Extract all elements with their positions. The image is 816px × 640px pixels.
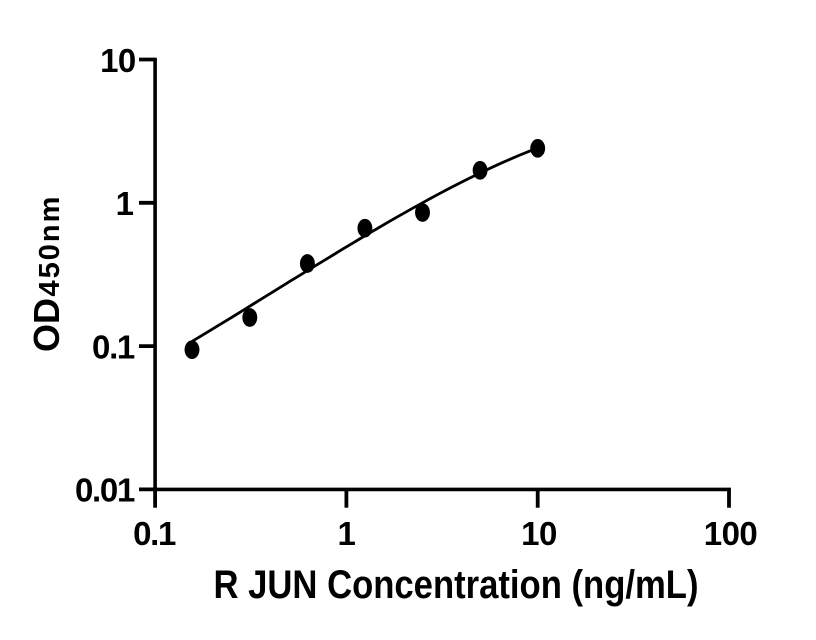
svg-text:0.1: 0.1	[92, 328, 135, 365]
svg-text:10: 10	[521, 515, 557, 552]
svg-text:100: 100	[704, 515, 758, 552]
svg-text:10: 10	[100, 42, 136, 79]
svg-text:450nm: 450nm	[34, 195, 66, 297]
svg-text:0.01: 0.01	[75, 472, 135, 509]
svg-text:OD: OD	[26, 298, 67, 352]
svg-text:R JUN Concentration (ng/mL): R JUN Concentration (ng/mL)	[214, 563, 699, 607]
svg-text:1: 1	[116, 185, 134, 222]
svg-text:0.1: 0.1	[133, 515, 176, 552]
svg-text:1: 1	[337, 515, 355, 552]
